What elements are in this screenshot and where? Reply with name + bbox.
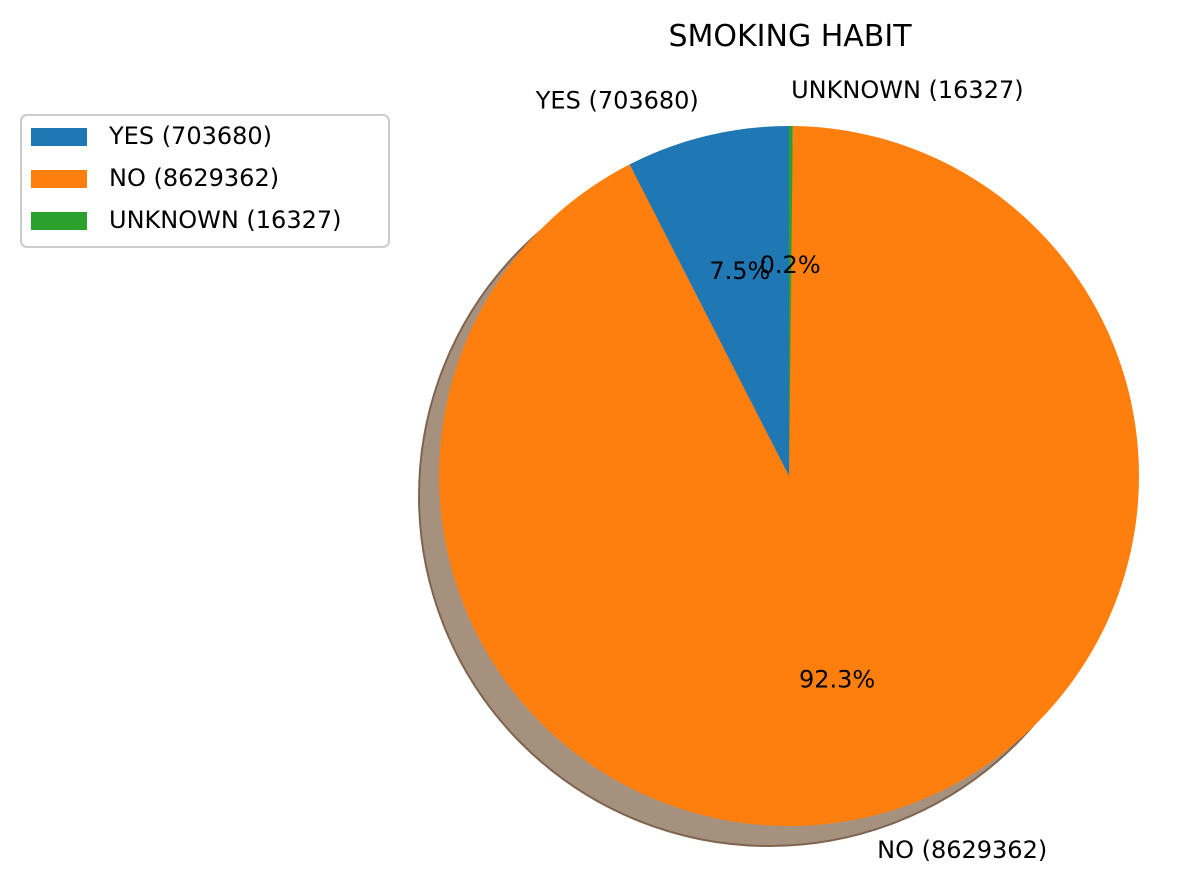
pie-slice-label-0: YES (703680) bbox=[535, 87, 699, 115]
pie-labels: YES (703680) NO (8629362) UNKNOWN (16327) bbox=[535, 76, 1047, 864]
legend-swatch-0 bbox=[31, 128, 87, 146]
pie-percent-labels: 7.5% 92.3% 0.2% bbox=[709, 251, 875, 693]
legend-swatch-2 bbox=[31, 212, 87, 230]
chart-title: SMOKING HABIT bbox=[668, 19, 912, 54]
pie-slice-2 bbox=[789, 126, 793, 476]
legend-entries: YES (703680) NO (8629362) UNKNOWN (16327) bbox=[31, 122, 342, 234]
pie-slice-label-2: UNKNOWN (16327) bbox=[791, 76, 1024, 104]
pie-slice-percent-2: 0.2% bbox=[760, 251, 821, 279]
pie-slice-0 bbox=[629, 126, 789, 476]
legend-frame bbox=[20, 114, 390, 248]
pie-slice-percent-0: 7.5% bbox=[709, 257, 770, 285]
legend-entry-2: UNKNOWN (16327) bbox=[109, 206, 342, 234]
legend: YES (703680) NO (8629362) UNKNOWN (16327) bbox=[20, 114, 390, 248]
pie-slice-label-1: NO (8629362) bbox=[877, 836, 1047, 864]
pie-slice-percent-1: 92.3% bbox=[799, 665, 875, 693]
legend-entry-1: NO (8629362) bbox=[109, 164, 279, 192]
pie-slice-1 bbox=[438, 126, 1139, 827]
legend-entry-0: YES (703680) bbox=[108, 122, 272, 150]
pie-slices bbox=[438, 126, 1139, 827]
legend-swatch-1 bbox=[31, 170, 87, 188]
